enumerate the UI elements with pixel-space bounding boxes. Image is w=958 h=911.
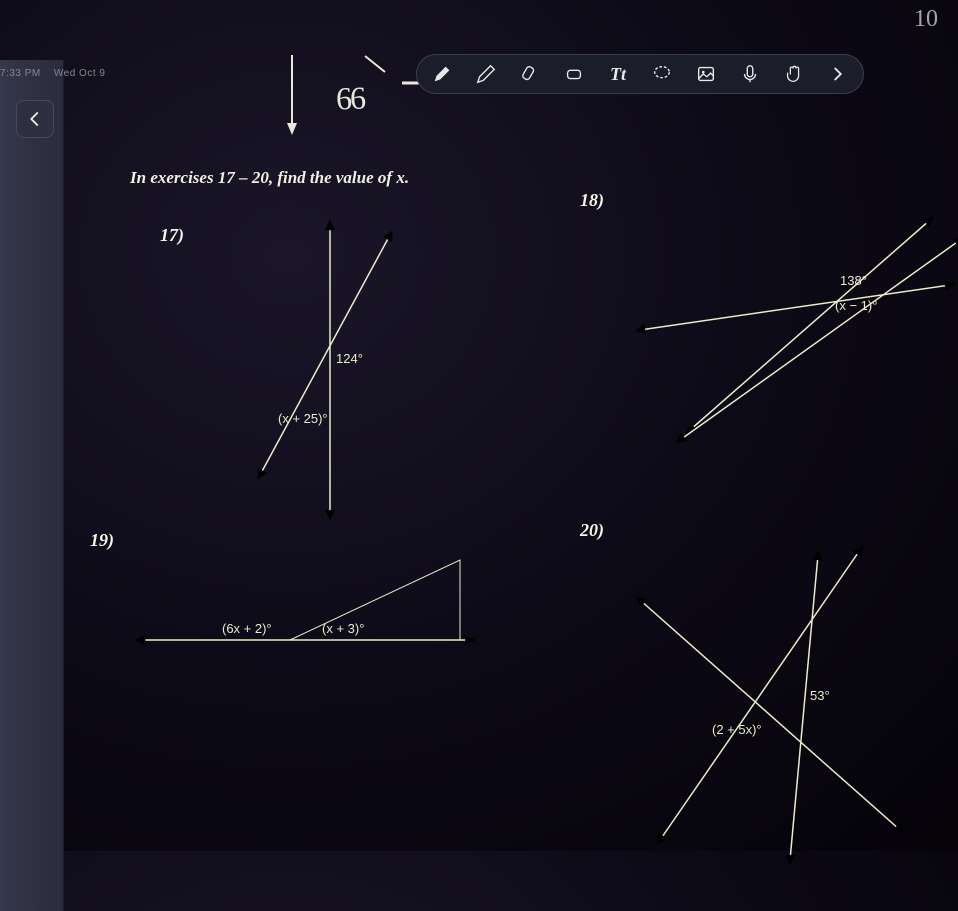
label-18-a: 138° — [840, 273, 867, 288]
problem-number-18: 18) — [580, 190, 604, 211]
mic-icon[interactable] — [735, 59, 765, 89]
instruction-label: In exercises 17 – 20, find the value of … — [130, 168, 409, 187]
highlighter-icon[interactable] — [515, 59, 545, 89]
text-tool-icon[interactable]: Tt — [603, 59, 633, 89]
corner-mark: 10 — [914, 6, 938, 33]
pencil-icon[interactable] — [471, 59, 501, 89]
handwritten-page-number: 66 — [335, 80, 364, 118]
back-button[interactable] — [16, 100, 54, 138]
problem-number-19: 19) — [90, 530, 114, 551]
label-17-a: 124° — [336, 351, 363, 366]
diagram-19: (6x + 2)° (x + 3)° — [130, 500, 490, 680]
label-20-a: 53° — [810, 688, 830, 703]
arrow-left-icon — [26, 110, 44, 128]
more-icon[interactable] — [823, 59, 853, 89]
diagram-20: 53° (2 + 5x)° — [600, 530, 920, 880]
instruction-text: In exercises 17 – 20, find the value of … — [130, 168, 409, 188]
toolbar: Tt — [416, 54, 864, 94]
lasso-icon[interactable] — [647, 59, 677, 89]
image-icon[interactable] — [691, 59, 721, 89]
problems-area: 17) 124° (x + 25)° 18) 138° (x − 1)° 19)… — [70, 190, 958, 851]
label-17-b: (x + 25)° — [278, 411, 328, 426]
label-19-b: (x + 3)° — [322, 621, 364, 636]
problem-number-17: 17) — [160, 225, 184, 246]
status-bar: 7:33 PM Wed Oct 9 — [0, 68, 105, 79]
diagram-18: 138° (x − 1)° — [620, 180, 958, 460]
eraser-icon[interactable] — [559, 59, 589, 89]
left-sidebar — [0, 60, 64, 911]
status-time: 7:33 PM — [0, 68, 41, 79]
pen-icon[interactable] — [427, 59, 457, 89]
label-18-b: (x − 1)° — [835, 298, 877, 313]
label-20-b: (2 + 5x)° — [712, 722, 762, 737]
status-date: Wed Oct 9 — [54, 68, 106, 79]
diagram-17: 124° (x + 25)° — [220, 215, 440, 535]
label-19-a: (6x + 2)° — [222, 621, 272, 636]
hand-icon[interactable] — [779, 59, 809, 89]
text-tool-label: Tt — [610, 64, 626, 85]
